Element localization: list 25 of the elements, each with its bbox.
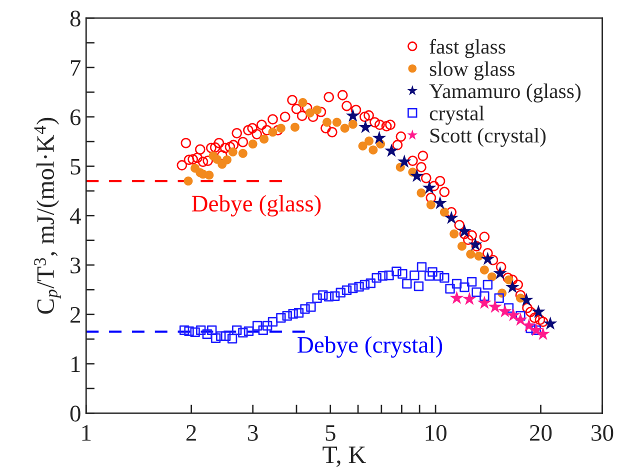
x-axis-title: T, K [322,446,366,467]
legend-label: crystal [430,106,484,125]
legend-label: Yamamuro (glass) [429,84,581,102]
y-tick-label: 6 [70,109,81,126]
x-tick-label: 10 [426,424,446,441]
y-tick-label: 7 [71,60,81,76]
x-tick-label: 20 [530,424,552,441]
y-tick-label: 1 [72,356,80,372]
legend-label: fast glass [430,38,506,58]
y-axis-title: C$_{p}$/T$^{3}$, mJ/(mol·K$^{4}$) [34,118,61,314]
y-tick-label: 8 [70,10,80,27]
legend-label: Scott (crystal) [430,128,546,147]
x-tick-label: 5 [326,425,336,441]
y-tick-label: 0 [70,406,80,422]
y-tick-label: 3 [70,258,80,274]
y-tick-label: 5 [70,158,80,175]
x-tick-label: 3 [248,425,258,441]
y-tick-label: 4 [70,208,81,224]
ref-line-label: Debye (crystal) [298,336,442,358]
x-tick-label: 30 [592,424,614,441]
ref-line-label: Debye (glass) [192,195,321,216]
legend-label: slow glass [430,61,515,80]
x-tick-label: 2 [186,425,196,441]
y-tick-label: 2 [70,306,80,323]
x-tick-label: 1 [82,425,91,441]
